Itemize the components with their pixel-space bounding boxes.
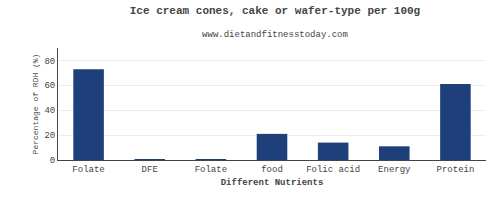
svg-text:Folate: Folate — [72, 165, 104, 175]
svg-text:80: 80 — [44, 57, 55, 67]
svg-text:40: 40 — [44, 106, 55, 116]
svg-text:0: 0 — [50, 156, 55, 166]
svg-text:food: food — [261, 165, 283, 175]
svg-text:Different Nutrients: Different Nutrients — [221, 178, 324, 188]
svg-text:60: 60 — [44, 81, 55, 91]
svg-text:20: 20 — [44, 131, 55, 141]
svg-text:www.dietandfitnesstoday.com: www.dietandfitnesstoday.com — [202, 30, 348, 40]
svg-text:Folic acid: Folic acid — [306, 165, 360, 175]
svg-text:Protein: Protein — [437, 165, 475, 175]
svg-text:Percentage of RDH (%): Percentage of RDH (%) — [31, 54, 40, 155]
svg-text:Folate: Folate — [195, 165, 227, 175]
svg-text:Ice cream cones, cake or wafer: Ice cream cones, cake or wafer-type per … — [130, 5, 420, 17]
svg-text:DFE: DFE — [142, 165, 158, 175]
svg-text:Energy: Energy — [378, 165, 411, 175]
